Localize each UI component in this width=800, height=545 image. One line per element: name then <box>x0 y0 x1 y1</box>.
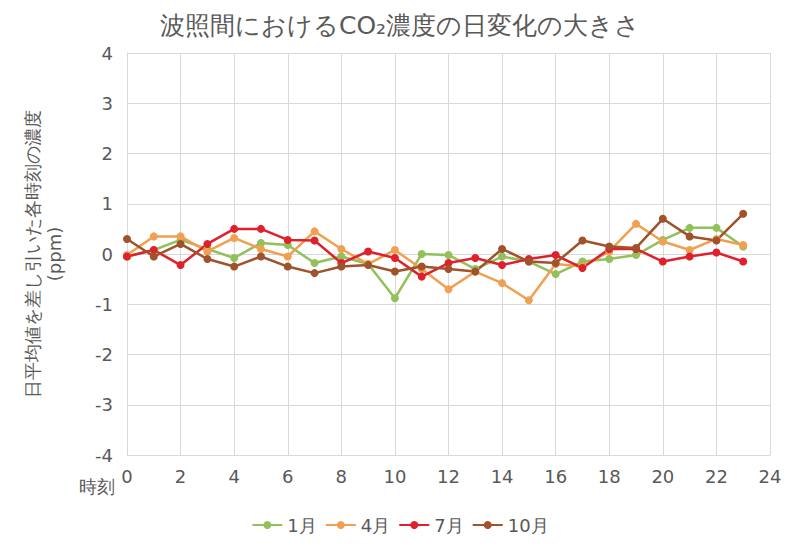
svg-text:16: 16 <box>544 466 567 487</box>
svg-text:-1: -1 <box>95 294 113 315</box>
svg-text:4月: 4月 <box>361 515 390 536</box>
svg-text:-4: -4 <box>95 445 113 466</box>
svg-text:12: 12 <box>437 466 460 487</box>
svg-text:20: 20 <box>651 466 674 487</box>
svg-text:(ppm): (ppm) <box>44 227 65 281</box>
svg-text:8: 8 <box>336 466 347 487</box>
svg-text:0: 0 <box>102 244 113 265</box>
svg-text:6: 6 <box>282 466 293 487</box>
svg-text:1: 1 <box>102 193 113 214</box>
svg-text:波照間におけるCO₂濃度の日変化の大きさ: 波照間におけるCO₂濃度の日変化の大きさ <box>160 11 640 40</box>
svg-text:0: 0 <box>121 466 132 487</box>
svg-text:1月: 1月 <box>287 515 316 536</box>
svg-text:4: 4 <box>228 466 239 487</box>
svg-text:22: 22 <box>705 466 728 487</box>
svg-text:時刻: 時刻 <box>79 476 115 497</box>
svg-text:-2: -2 <box>95 344 113 365</box>
svg-text:2: 2 <box>175 466 186 487</box>
svg-text:2: 2 <box>102 143 113 164</box>
svg-text:24: 24 <box>759 466 782 487</box>
svg-text:-3: -3 <box>95 394 113 415</box>
svg-text:4: 4 <box>102 43 113 64</box>
svg-text:10月: 10月 <box>508 515 549 536</box>
svg-text:14: 14 <box>491 466 514 487</box>
svg-text:日平均値を差し引いた各時刻の濃度: 日平均値を差し引いた各時刻の濃度 <box>22 110 43 398</box>
svg-text:3: 3 <box>102 93 113 114</box>
svg-text:7月: 7月 <box>434 515 463 536</box>
svg-text:10: 10 <box>383 466 406 487</box>
svg-text:18: 18 <box>598 466 621 487</box>
